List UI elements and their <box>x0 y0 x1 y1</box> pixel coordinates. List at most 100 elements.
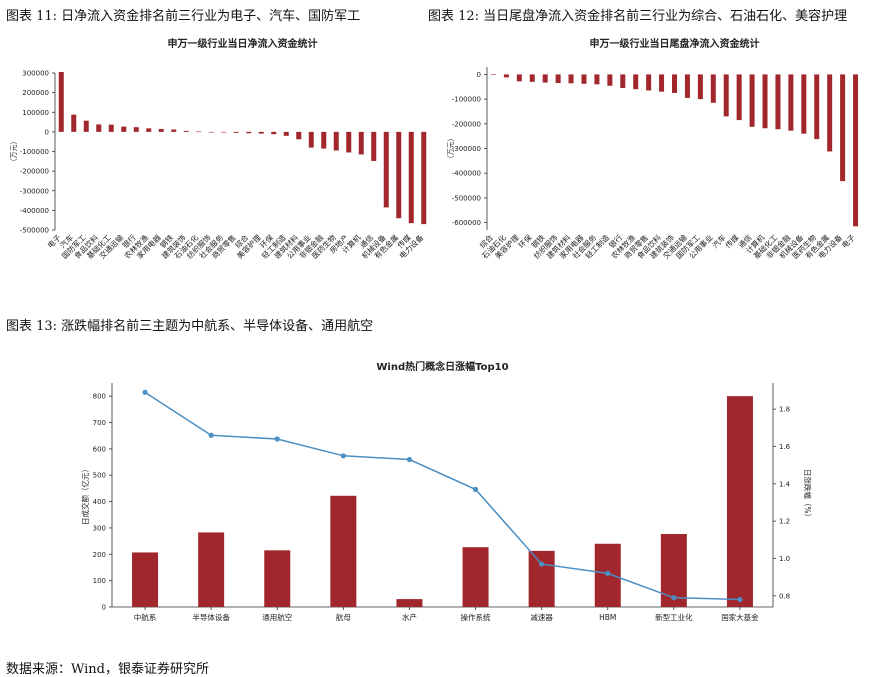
y2-tick-label: 0.8 <box>779 592 790 600</box>
y-tick-label: -400000 <box>452 170 481 178</box>
chart-title: Wind热门概念日涨幅Top10 <box>376 360 508 373</box>
bar <box>503 74 509 78</box>
y-tick-label: 500 <box>93 472 106 480</box>
bar <box>383 131 389 208</box>
x-tick-label: 国家大基金 <box>721 612 759 622</box>
bar <box>258 131 264 134</box>
y-tick-label: 400 <box>93 498 106 506</box>
bar <box>581 74 587 84</box>
bar <box>726 396 753 607</box>
y-axis-label: （万元） <box>447 135 455 163</box>
y-tick-label: 800 <box>93 393 106 401</box>
bar <box>594 74 600 85</box>
y-tick-label: 600 <box>93 445 106 453</box>
line-point <box>340 453 346 459</box>
y-tick-label: -100000 <box>20 148 49 156</box>
y2-axis-label: 日涨跌幅（%） <box>803 469 813 521</box>
source-note: 数据来源：Wind，银泰证券研究所 <box>6 662 209 677</box>
bar <box>346 131 352 153</box>
bar <box>736 74 742 121</box>
y-tick-label: 0 <box>477 71 481 79</box>
bar <box>462 547 489 607</box>
y-tick-label: -400000 <box>20 207 49 215</box>
bar <box>330 495 357 607</box>
line-point <box>472 486 479 492</box>
bar <box>358 131 364 155</box>
bar <box>221 131 227 133</box>
bar <box>133 127 139 132</box>
bar <box>697 74 703 100</box>
line-point <box>605 570 611 577</box>
bar <box>196 131 202 133</box>
bar <box>827 74 833 152</box>
y-tick-label: 200000 <box>22 89 49 97</box>
y-tick-label: -200000 <box>452 120 481 128</box>
bar <box>396 599 423 607</box>
bar <box>396 131 402 219</box>
bar <box>183 130 189 132</box>
line-series <box>144 391 740 601</box>
line-point <box>274 436 280 442</box>
bar <box>271 131 277 135</box>
chart-title: 申万一级行业当日尾盘净流入资金统计 <box>590 37 760 50</box>
line-point <box>208 432 214 438</box>
bar <box>775 74 781 130</box>
bar <box>853 74 859 227</box>
x-tick-label: 通用航空 <box>262 612 292 622</box>
y-tick-label: 0 <box>45 128 49 136</box>
bar <box>633 74 639 90</box>
y-axis-label: （万元） <box>10 138 18 166</box>
bar <box>528 550 555 607</box>
x-tick-label: 新型工业化 <box>655 612 693 622</box>
bar <box>421 131 427 225</box>
y-tick-label: -600000 <box>452 219 481 227</box>
bar <box>264 550 291 607</box>
y-tick-label: 0 <box>102 604 106 612</box>
y-tick-label: 300000 <box>22 70 49 78</box>
bar <box>529 74 535 82</box>
x-tick-label: 减速器 <box>530 612 553 622</box>
bar <box>283 131 289 136</box>
bar <box>198 532 225 607</box>
x-tick-label: 电子 <box>839 232 857 250</box>
y-tick-label: -300000 <box>20 187 49 195</box>
bar <box>333 131 339 151</box>
line-point <box>737 596 743 603</box>
y-axis-label: 日成交额（亿元） <box>80 465 90 525</box>
bar <box>840 74 846 182</box>
y-tick-label: -500000 <box>452 194 481 202</box>
bar <box>607 74 613 86</box>
y-tick-label: -300000 <box>452 145 481 153</box>
bar <box>371 131 377 161</box>
y-tick-label: 700 <box>93 419 106 427</box>
y-tick-label: 100 <box>93 577 106 585</box>
bar <box>408 131 414 224</box>
bar <box>71 114 77 132</box>
bar <box>710 74 716 103</box>
bar <box>296 131 302 140</box>
line-point <box>406 456 413 463</box>
bar <box>246 131 252 134</box>
bar <box>568 74 574 84</box>
bar <box>723 74 729 117</box>
bar <box>96 124 102 132</box>
chart-late-session-inflow: 申万一级行业当日尾盘净流入资金统计 0 -100000 -200000 -300000 -… <box>447 37 859 261</box>
y-tick-label: -200000 <box>20 168 49 176</box>
caption-figure-12: 图表 12: 当日尾盘净流入资金排名前三行业为综合、石油石化、美容护理 <box>428 9 848 24</box>
x-tick-label: 操作系统 <box>461 612 491 622</box>
bar <box>158 128 164 132</box>
bar <box>801 74 807 134</box>
bar <box>814 74 820 140</box>
line-point <box>539 561 545 567</box>
bar <box>233 131 239 133</box>
caption-figure-11: 图表 11: 日净流入资金排名前三行业为电子、汽车、国防军工 <box>6 9 361 24</box>
chart-net-inflow: 申万一级行业当日净流入资金统计 300000 200000 100000 0 -10000… <box>10 37 427 261</box>
bar <box>646 74 652 91</box>
bar <box>108 124 114 132</box>
line-point <box>142 389 148 395</box>
bar <box>121 126 127 132</box>
bar <box>684 74 690 98</box>
y-tick-label: -500000 <box>20 227 49 235</box>
bar <box>83 120 89 132</box>
